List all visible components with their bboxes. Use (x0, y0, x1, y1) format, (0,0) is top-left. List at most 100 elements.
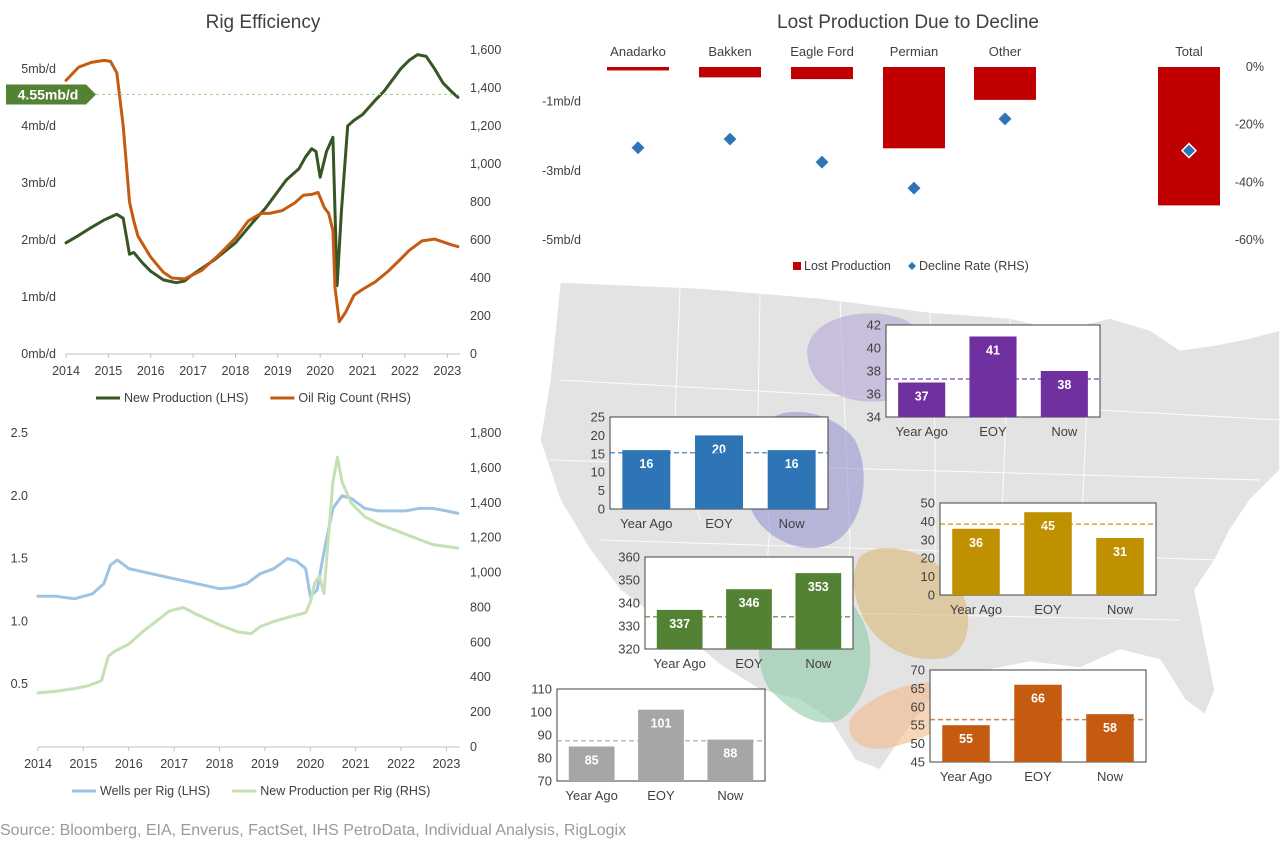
y-right-tick-label: 0% (1246, 60, 1264, 74)
y-tick-label: 36 (867, 387, 881, 402)
x-tick-label: 2020 (296, 757, 324, 771)
y-tick-label: 65 (911, 681, 925, 696)
y-left-tick-label: 1.5 (11, 552, 28, 566)
y-tick-label: 30 (921, 532, 935, 547)
bar-year-ago (622, 450, 671, 509)
y-tick-label: 45 (911, 755, 925, 770)
category-label-year-ago: Year Ago (620, 516, 672, 531)
data-label: 36 (969, 536, 983, 550)
x-tick-label: 2015 (69, 757, 97, 771)
data-label: 101 (651, 717, 672, 731)
category-label-permian: Permian (890, 44, 938, 59)
bar-now (1086, 714, 1134, 762)
y-tick-label: 20 (591, 428, 605, 443)
y-left-tick-label: 3mb/d (21, 176, 56, 190)
y-tick-label: 0 (598, 502, 605, 517)
data-label: 31 (1113, 545, 1127, 559)
chart-wells-per-rig: 2014 2015 2016 2017 2018 2019 2020 2021 2022 2023… (11, 426, 502, 798)
y-tick-label: 34 (867, 410, 881, 425)
bar-now (767, 450, 816, 509)
x-tick-label: 2023 (432, 757, 460, 771)
y-left-tick-label: 2mb/d (21, 233, 56, 247)
y-tick-label: 320 (618, 642, 640, 657)
y-tick-label: 80 (538, 751, 552, 766)
y-left-tick-label: 5mb/d (21, 62, 56, 76)
category-label-eoy: EOY (979, 424, 1007, 439)
y-left-tick-label: -5mb/d (542, 233, 581, 247)
data-label: 20 (712, 442, 726, 456)
y-tick-label: 25 (591, 410, 605, 425)
x-tick-label: 2021 (342, 757, 370, 771)
y-right-tick-label: 400 (470, 271, 491, 285)
category-label-eagle-ford: Eagle Ford (790, 44, 854, 59)
chart-inset-green: 320 330 340 350 360 337 Year Ago 346 EOY 353 Now (618, 550, 854, 671)
y-left-tick-label: 0mb/d (21, 347, 56, 361)
category-label-eoy: EOY (705, 516, 733, 531)
y-tick-label: 40 (867, 341, 881, 356)
y-right-tick-label: 1,000 (470, 566, 501, 580)
data-label: 55 (959, 732, 973, 746)
x-tick-label: 2020 (306, 364, 334, 378)
y-tick-label: 20 (921, 551, 935, 566)
x-tick-label: 2014 (24, 757, 52, 771)
bar-eoy (638, 709, 684, 781)
data-label: 45 (1041, 519, 1055, 533)
x-tick-label: 2016 (115, 757, 143, 771)
y-left-tick-label: 1mb/d (21, 290, 56, 304)
y-tick-label: 350 (618, 573, 640, 588)
y-right-tick-label: 1,200 (470, 119, 501, 133)
y-right-tick-label: 800 (470, 195, 491, 209)
category-label-now: Now (1097, 769, 1124, 784)
category-label-now: Now (805, 656, 832, 671)
y-right-tick-label: 1,800 (470, 426, 501, 440)
bar-now (795, 573, 842, 649)
y-right-tick-label: 1,600 (470, 43, 501, 57)
bar-bakken (699, 67, 761, 78)
category-label-eoy: EOY (647, 788, 675, 803)
category-label-year-ago: Year Ago (654, 656, 706, 671)
legend-label-oil-rig-count-rhs: Oil Rig Count (RHS) (298, 391, 411, 405)
legend-label-new-production-lhs: New Production (LHS) (124, 391, 248, 405)
category-label-now: Now (779, 516, 806, 531)
bar-eoy (726, 589, 772, 649)
y-tick-label: 90 (538, 728, 552, 743)
x-tick-label: 2015 (94, 364, 122, 378)
category-label-now: Now (717, 788, 744, 803)
y-tick-label: 330 (618, 619, 640, 634)
bar-eoy (1014, 684, 1062, 762)
data-label: 38 (1057, 378, 1071, 392)
y-left-tick-label: -1mb/d (542, 95, 581, 109)
bar-eagle-ford (791, 67, 853, 80)
x-tick-label: 2018 (206, 757, 234, 771)
bar-year-ago (942, 725, 990, 762)
y-left-tick-label: 2.0 (11, 489, 28, 503)
chart-rig-efficiency: Rig Efficiency 2014 2015 2016 2017 2018 2019 20… (6, 12, 501, 405)
data-label: 85 (585, 754, 599, 768)
x-tick-label: 2017 (160, 757, 188, 771)
legend-label-decline-rate: Decline Rate (RHS) (919, 259, 1029, 273)
y-left-tick-label: 2.5 (11, 426, 28, 440)
diamond-eagle-ford (814, 154, 830, 170)
category-label-anadarko: Anadarko (610, 44, 666, 59)
y-right-tick-label: 0 (470, 347, 477, 361)
chart-lost-production: Lost Production Due to Decline Anadarko Ba… (542, 12, 1264, 273)
y-tick-label: 10 (921, 569, 935, 584)
y-tick-label: 50 (921, 496, 935, 511)
bar-year-ago (898, 382, 946, 417)
series-line-wells-per-rig-lhs (36, 494, 460, 601)
y-tick-label: 70 (538, 774, 552, 789)
y-left-tick-label: 4mb/d (21, 119, 56, 133)
x-tick-label: 2019 (251, 757, 279, 771)
diamond-bakken (722, 131, 738, 147)
legend-label-new-production-per-rig-rhs: New Production per Rig (RHS) (260, 784, 430, 798)
data-label: 88 (723, 747, 737, 761)
category-label-eoy: EOY (735, 656, 763, 671)
y-right-tick-label: 600 (470, 635, 491, 649)
legend-label-wells-per-rig-lhs: Wells per Rig (LHS) (100, 784, 210, 798)
bar-now (707, 739, 754, 781)
y-right-tick-label: -20% (1235, 118, 1264, 132)
chart-inset-purple: 34 36 38 40 42 37 Year Ago 41 EOY 38 Now (867, 318, 1101, 439)
x-tick-label: 2022 (387, 757, 415, 771)
y-tick-label: 70 (911, 663, 925, 678)
data-label: 346 (739, 596, 760, 610)
